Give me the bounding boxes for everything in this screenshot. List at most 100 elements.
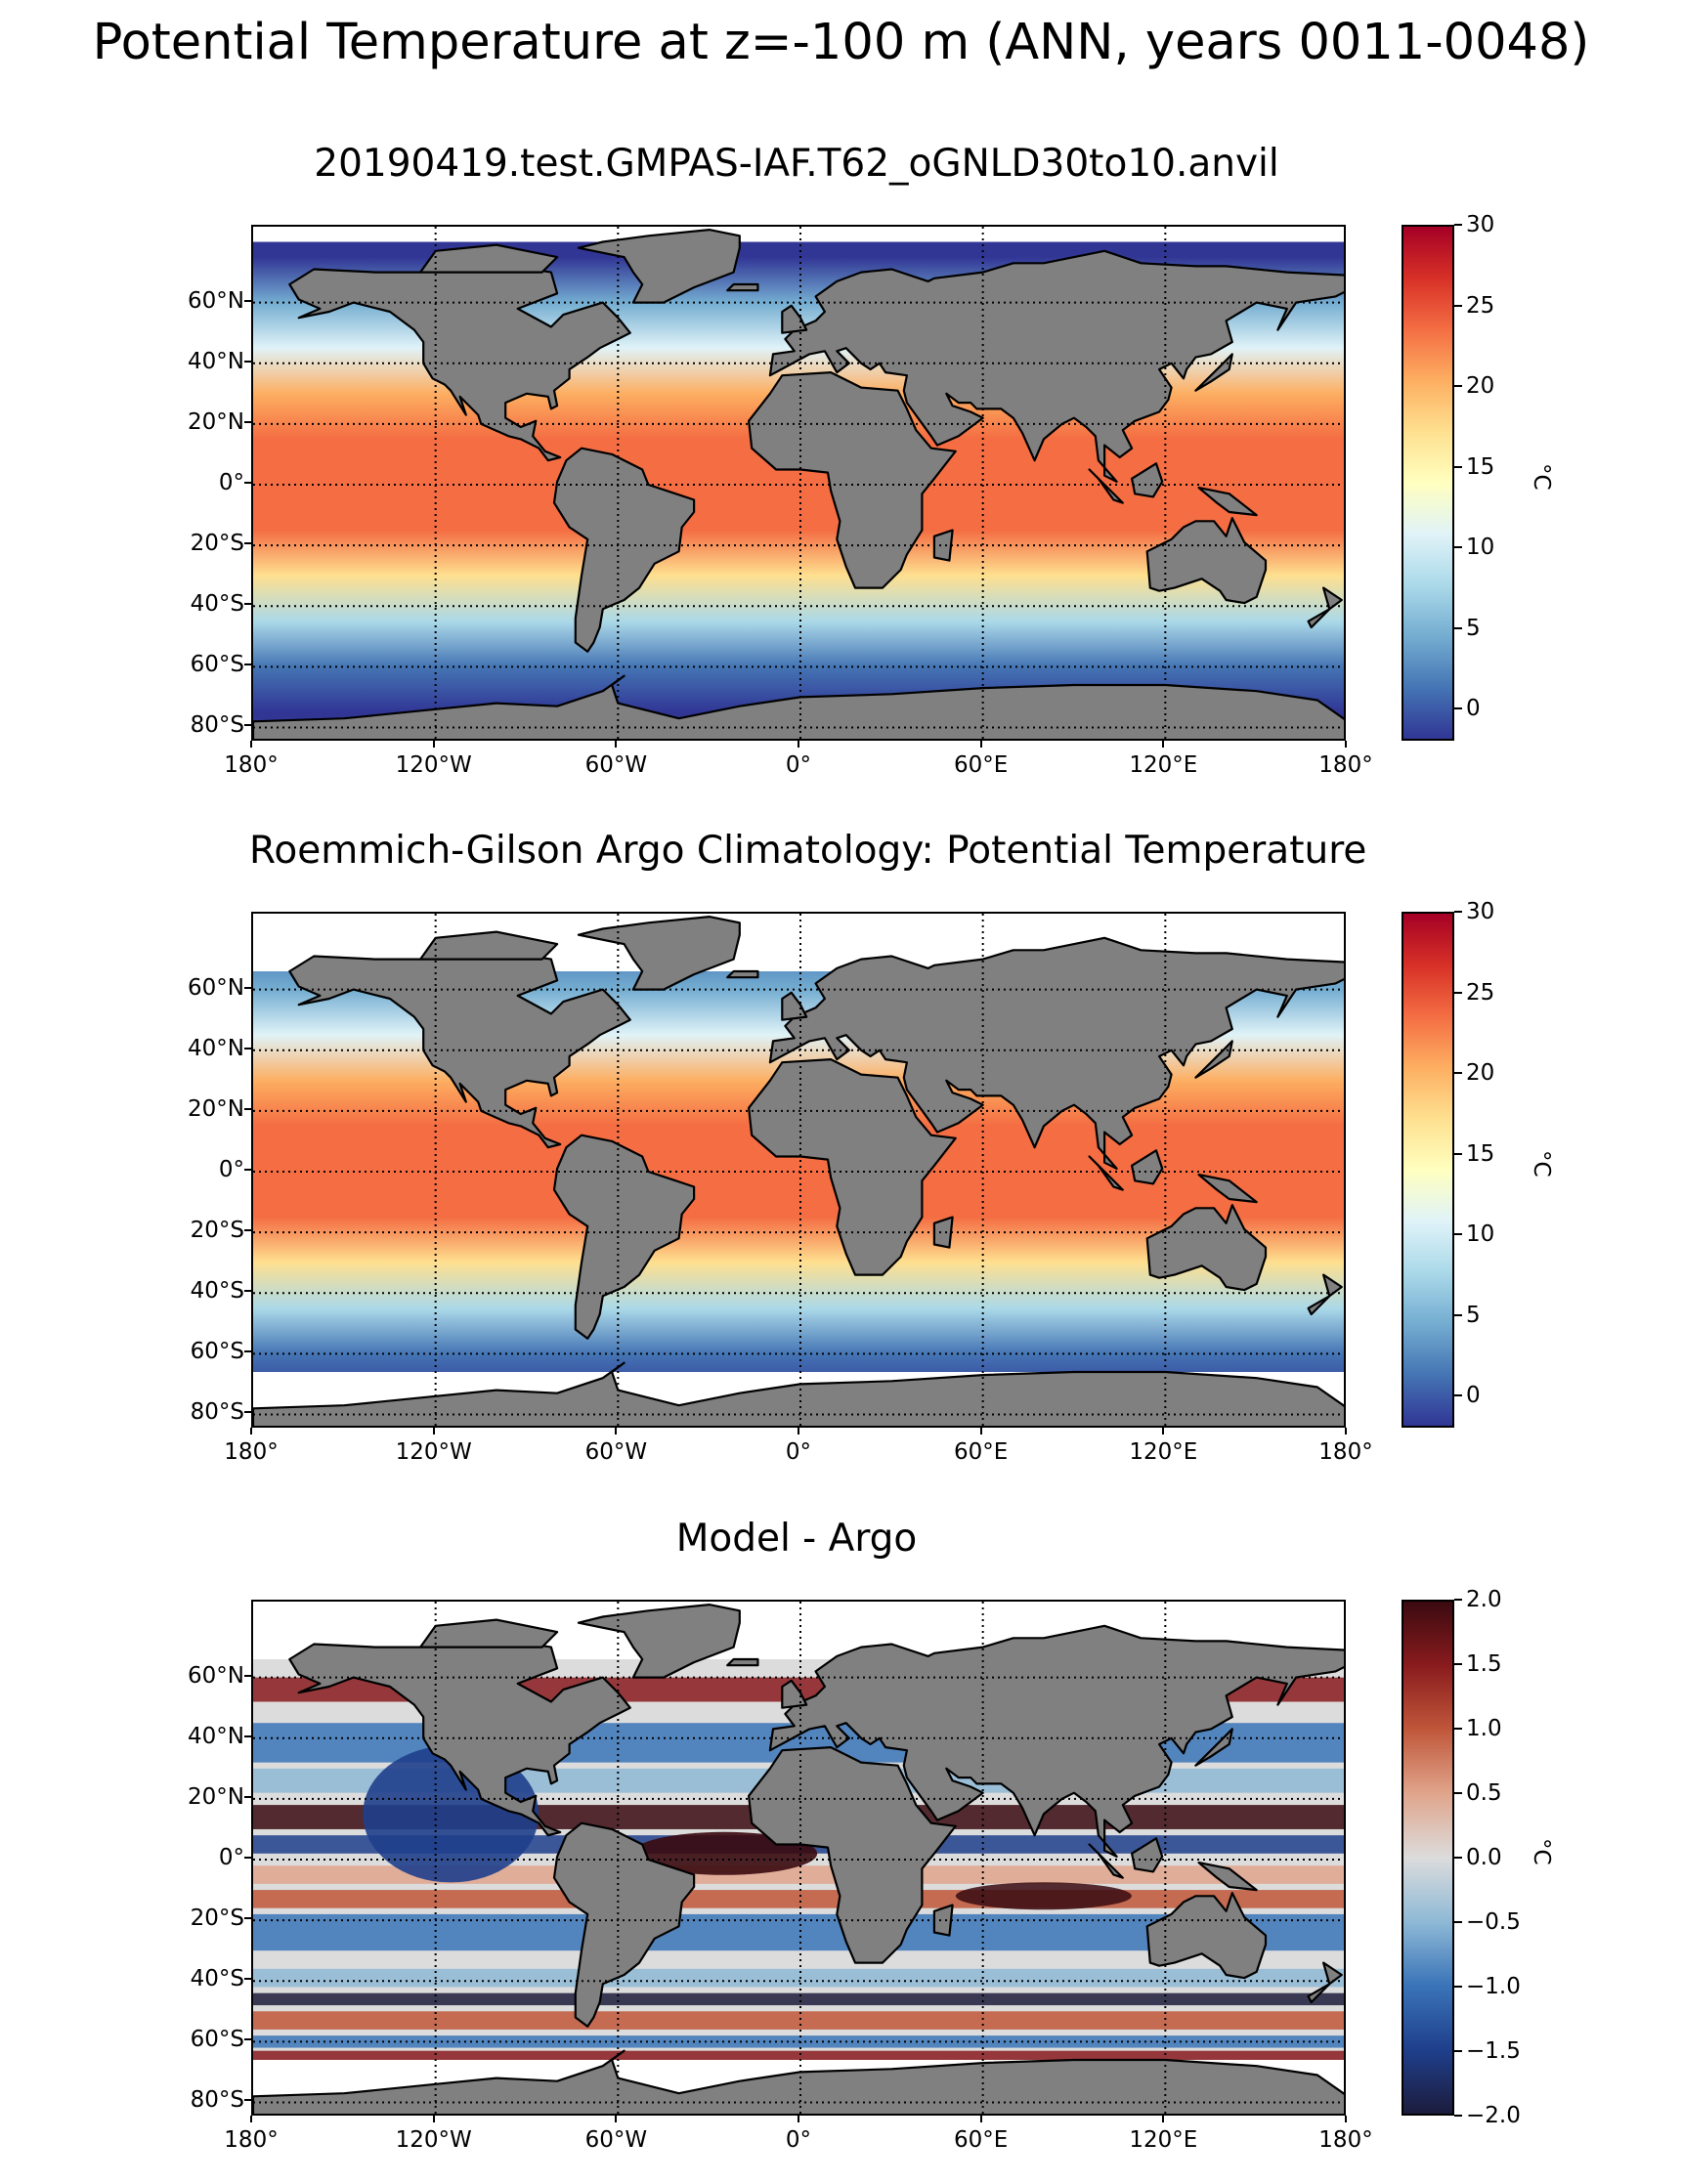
figure-suptitle: Potential Temperature at z=-100 m (ANN, … <box>92 14 1590 71</box>
colorbar-tick-mark <box>1454 385 1462 387</box>
map-frame <box>251 1600 1346 2116</box>
land-mass <box>288 262 631 462</box>
land-mass <box>1194 1040 1233 1079</box>
x-tick-mark <box>615 741 618 748</box>
colorbar-tick-mark <box>1454 224 1462 226</box>
land-mass <box>1307 1961 1343 2004</box>
land-mass <box>1307 1273 1343 1316</box>
x-tick-mark <box>979 2116 982 2122</box>
y-tick-mark <box>244 482 251 484</box>
x-tick-label: 120°W <box>395 1439 472 1465</box>
y-tick-mark <box>244 360 251 363</box>
colorbar <box>1402 1600 1454 2116</box>
y-tick-label: 60°N <box>188 1662 244 1689</box>
y-tick-label: 80°S <box>190 2087 244 2114</box>
colorbar-tick-label: −0.5 <box>1466 1909 1521 1935</box>
colorbar-tick-mark <box>1454 1072 1462 1074</box>
anomaly-band <box>253 1865 1344 1884</box>
x-tick-label: 120°W <box>395 2127 472 2153</box>
x-tick-mark <box>432 2116 435 2122</box>
land-mass <box>1197 1862 1258 1892</box>
map-plot <box>253 914 1344 1426</box>
colorbar <box>1402 912 1454 1428</box>
x-tick-mark <box>1162 741 1165 748</box>
y-tick-mark <box>244 1047 251 1049</box>
x-tick-label: 120°E <box>1129 1439 1198 1465</box>
land-mass <box>726 1657 759 1667</box>
colorbar-tick-label: 30 <box>1466 899 1495 924</box>
colorbar-tick-label: 15 <box>1466 1140 1495 1167</box>
y-tick-mark <box>244 1290 251 1293</box>
x-tick-mark <box>1162 2116 1165 2122</box>
land-mass <box>768 936 1344 1170</box>
x-tick-label: 180° <box>1318 1439 1373 1465</box>
colorbar-tick-mark <box>1454 1857 1462 1859</box>
x-tick-label: 120°W <box>395 752 472 778</box>
y-tick-label: 40°S <box>190 1966 244 1992</box>
land-mass <box>1197 487 1258 517</box>
x-tick-label: 60°W <box>584 752 648 778</box>
colorbar-tick-label: 0.0 <box>1466 1845 1502 1870</box>
colorbar-tick-mark <box>1454 304 1462 307</box>
x-tick-mark <box>798 2116 799 2122</box>
colorbar-tick-mark <box>1454 991 1462 994</box>
y-tick-mark <box>244 1978 251 1981</box>
land-mass <box>253 2049 1344 2114</box>
colorbar-tick-label: 1.5 <box>1466 1651 1502 1677</box>
land-mass <box>1145 1892 1268 1980</box>
colorbar-tick-mark <box>1454 707 1462 709</box>
land-mass <box>1088 468 1124 504</box>
land-mass <box>253 674 1344 739</box>
y-tick-mark <box>244 1229 251 1232</box>
colorbar-tick-label: 5 <box>1466 1302 1481 1328</box>
y-tick-label: 80°S <box>190 1399 244 1426</box>
land-mass <box>1307 586 1343 629</box>
land-mass <box>781 304 808 334</box>
colorbar-tick-mark <box>1454 465 1462 468</box>
land-mass <box>932 1216 954 1249</box>
x-tick-label: 180° <box>224 1439 279 1465</box>
land-mass <box>1197 1174 1258 1204</box>
x-tick-mark <box>615 2116 618 2122</box>
land-mass <box>577 1604 741 1679</box>
land-mass <box>726 282 759 292</box>
colorbar-tick-mark <box>1454 2115 1462 2117</box>
colorbar-tick-mark <box>1454 1313 1462 1316</box>
colorbar-tick-mark <box>1454 1986 1462 1988</box>
x-tick-mark <box>1345 741 1347 748</box>
y-tick-mark <box>244 542 251 545</box>
x-tick-label: 120°E <box>1129 752 1198 778</box>
colorbar-tick-label: 20 <box>1466 1060 1495 1086</box>
anomaly-band <box>253 2011 1344 2030</box>
land-mass <box>552 1134 696 1340</box>
no-data-north <box>253 227 1344 242</box>
land-mass <box>932 529 954 562</box>
map-plot <box>253 227 1344 739</box>
anomaly-band <box>253 2050 1344 2060</box>
panel-title: Model - Argo <box>675 1517 918 1561</box>
x-tick-label: 60°W <box>584 2127 648 2153</box>
y-tick-mark <box>244 1350 251 1353</box>
colorbar-tick-mark <box>1454 1394 1462 1396</box>
y-tick-mark <box>244 1795 251 1798</box>
x-tick-mark <box>250 741 252 748</box>
land-mass <box>552 447 696 653</box>
land-mass <box>577 229 741 304</box>
colorbar-tick-label: 2.0 <box>1466 1587 1502 1612</box>
colorbar-tick-label: 1.0 <box>1466 1716 1502 1741</box>
x-tick-label: 0° <box>785 752 812 778</box>
y-tick-mark <box>244 1674 251 1677</box>
y-tick-label: 60°S <box>190 1339 244 1365</box>
land-mass <box>1131 1837 1164 1873</box>
colorbar-tick-label: 10 <box>1466 1221 1495 1247</box>
anomaly-blob <box>631 1831 818 1875</box>
x-tick-mark <box>1162 1428 1165 1435</box>
map-plot <box>253 1602 1344 2114</box>
x-tick-mark <box>798 1428 799 1435</box>
x-tick-label: 0° <box>785 1439 812 1465</box>
y-tick-label: 0° <box>218 1157 244 1182</box>
x-tick-label: 180° <box>1318 2127 1373 2153</box>
x-tick-label: 180° <box>1318 752 1373 778</box>
land-mass <box>253 1361 1344 1426</box>
colorbar-tick-label: 5 <box>1466 615 1481 641</box>
